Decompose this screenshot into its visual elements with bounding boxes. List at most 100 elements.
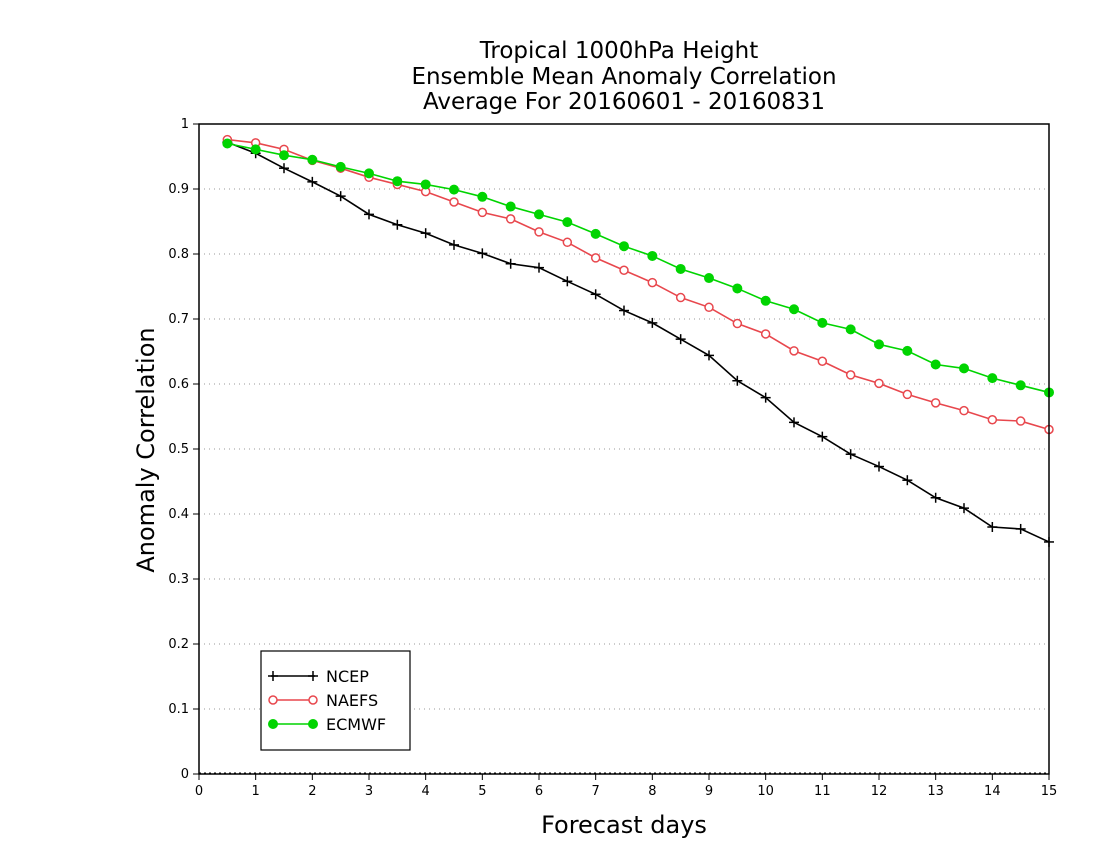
point-ncep-18: [732, 375, 743, 386]
point-naefs-18: [732, 318, 743, 329]
point-ncep-23: [874, 461, 884, 472]
x-tick-label-3: 3: [365, 784, 373, 799]
point-ncep-27: [987, 522, 998, 532]
legend-marker-right-naefs: [308, 695, 318, 705]
point-ncep-7: [420, 228, 431, 239]
x-tick-label-13: 13: [927, 784, 944, 799]
point-naefs-21: [817, 356, 828, 366]
legend-label-ncep: NCEP: [326, 667, 369, 686]
point-naefs-17: [704, 302, 714, 313]
x-tick-label-14: 14: [984, 784, 1001, 799]
point-ncep-20: [789, 417, 799, 428]
point-naefs-23: [874, 378, 884, 389]
point-naefs-16: [675, 292, 686, 303]
point-ncep-16: [675, 334, 686, 345]
point-naefs-20: [789, 346, 799, 356]
legend-marker-right-ncep: [308, 671, 318, 681]
point-ncep-11: [534, 262, 544, 273]
legend-label-naefs: NAEFS: [326, 691, 378, 710]
point-naefs-12: [562, 237, 573, 248]
y-tick-label-7: 0.7: [168, 312, 189, 327]
point-ecmwf-26: [959, 363, 969, 374]
y-tick-label-1: 0.1: [168, 702, 189, 717]
point-ecmwf-15: [647, 250, 658, 261]
point-ncep-25: [930, 492, 941, 503]
y-tick-label-3: 0.3: [168, 572, 189, 587]
point-naefs-11: [534, 227, 544, 237]
y-axis-title: Anomaly Correlation: [132, 327, 160, 572]
point-ecmwf-9: [477, 191, 488, 202]
y-tick-label-6: 0.6: [168, 377, 189, 392]
x-tick-label-8: 8: [648, 784, 656, 799]
x-tick-label-7: 7: [592, 784, 600, 799]
legend: NCEP NAEFS ECMWF: [260, 650, 411, 751]
point-naefs-27: [987, 415, 998, 425]
x-tick-label-15: 15: [1041, 784, 1058, 799]
point-ecmwf-28: [1015, 380, 1026, 391]
x-tick-label-5: 5: [478, 784, 486, 799]
point-ncep-6: [392, 219, 403, 230]
x-axis: 0 1 2 3 4 5 6 7 8 9 10 11 12 13 14 15: [195, 774, 1057, 799]
y-tick-label-4: 0.4: [168, 507, 189, 522]
point-ncep-3: [307, 176, 318, 187]
point-naefs-25: [930, 398, 941, 408]
point-ecmwf-10: [505, 201, 516, 212]
point-ecmwf-12: [562, 217, 573, 228]
point-naefs-9: [477, 207, 488, 218]
point-naefs-19: [760, 329, 771, 339]
point-ecmwf-20: [789, 304, 799, 315]
point-ecmwf-21: [817, 317, 828, 328]
x-tick-label-12: 12: [871, 784, 888, 799]
series-naefs: [222, 134, 1054, 435]
point-ecmwf-23: [874, 339, 884, 350]
point-ncep-9: [477, 248, 488, 259]
chart-title-line-2: Ensemble Mean Anomaly Correlation: [411, 64, 836, 90]
point-ecmwf-11: [534, 209, 544, 220]
grid-lines: [199, 188, 1049, 774]
point-ecmwf-0: [222, 138, 233, 149]
series-ncep: [222, 137, 1054, 547]
point-ncep-14: [619, 305, 629, 316]
point-ncep-5: [364, 209, 374, 220]
x-tick-label-10: 10: [757, 784, 774, 799]
chart-title-line-1: Tropical 1000hPa Height: [479, 38, 759, 64]
point-ncep-8: [449, 239, 459, 250]
y-axis: 0 0.1 0.2 0.3 0.4 0.5 0.6 0.7 0.8 0.9 1: [168, 117, 199, 782]
y-tick-label-10: 1: [181, 117, 189, 132]
point-ecmwf-18: [732, 283, 743, 294]
point-naefs-22: [845, 370, 856, 380]
point-ecmwf-6: [392, 176, 403, 187]
point-ncep-24: [902, 475, 913, 486]
x-tick-label-6: 6: [535, 784, 543, 799]
point-naefs-10: [505, 214, 516, 224]
y-tick-label-0: 0: [181, 767, 189, 782]
point-ecmwf-25: [930, 359, 941, 370]
series-line-naefs: [227, 138, 1050, 431]
legend-marker-left-ecmwf: [268, 719, 278, 729]
point-ncep-28: [1015, 523, 1026, 534]
legend-marker-left-ncep: [268, 671, 278, 681]
point-naefs-24: [902, 389, 913, 400]
legend-marker-right-ecmwf: [308, 719, 318, 729]
point-ncep-13: [590, 289, 601, 300]
point-ncep-21: [817, 431, 828, 442]
x-tick-label-2: 2: [308, 784, 316, 799]
point-ncep-26: [959, 503, 969, 514]
point-ecmwf-19: [760, 295, 771, 306]
point-ecmwf-22: [845, 324, 856, 335]
point-ecmwf-5: [364, 168, 374, 179]
point-naefs-14: [619, 265, 629, 275]
chart-title-line-3: Average For 20160601 - 20160831: [423, 89, 825, 115]
x-axis-title: Forecast days: [541, 811, 707, 839]
point-ncep-4: [335, 191, 346, 202]
x-tick-label-1: 1: [252, 784, 260, 799]
point-naefs-13: [590, 253, 601, 263]
point-ecmwf-4: [335, 161, 346, 172]
point-ecmwf-24: [902, 345, 913, 356]
y-tick-label-2: 0.2: [168, 637, 189, 652]
y-tick-label-9: 0.9: [168, 182, 189, 197]
point-ecmwf-13: [590, 228, 601, 239]
point-ncep-10: [505, 258, 516, 269]
point-ncep-12: [562, 276, 573, 287]
